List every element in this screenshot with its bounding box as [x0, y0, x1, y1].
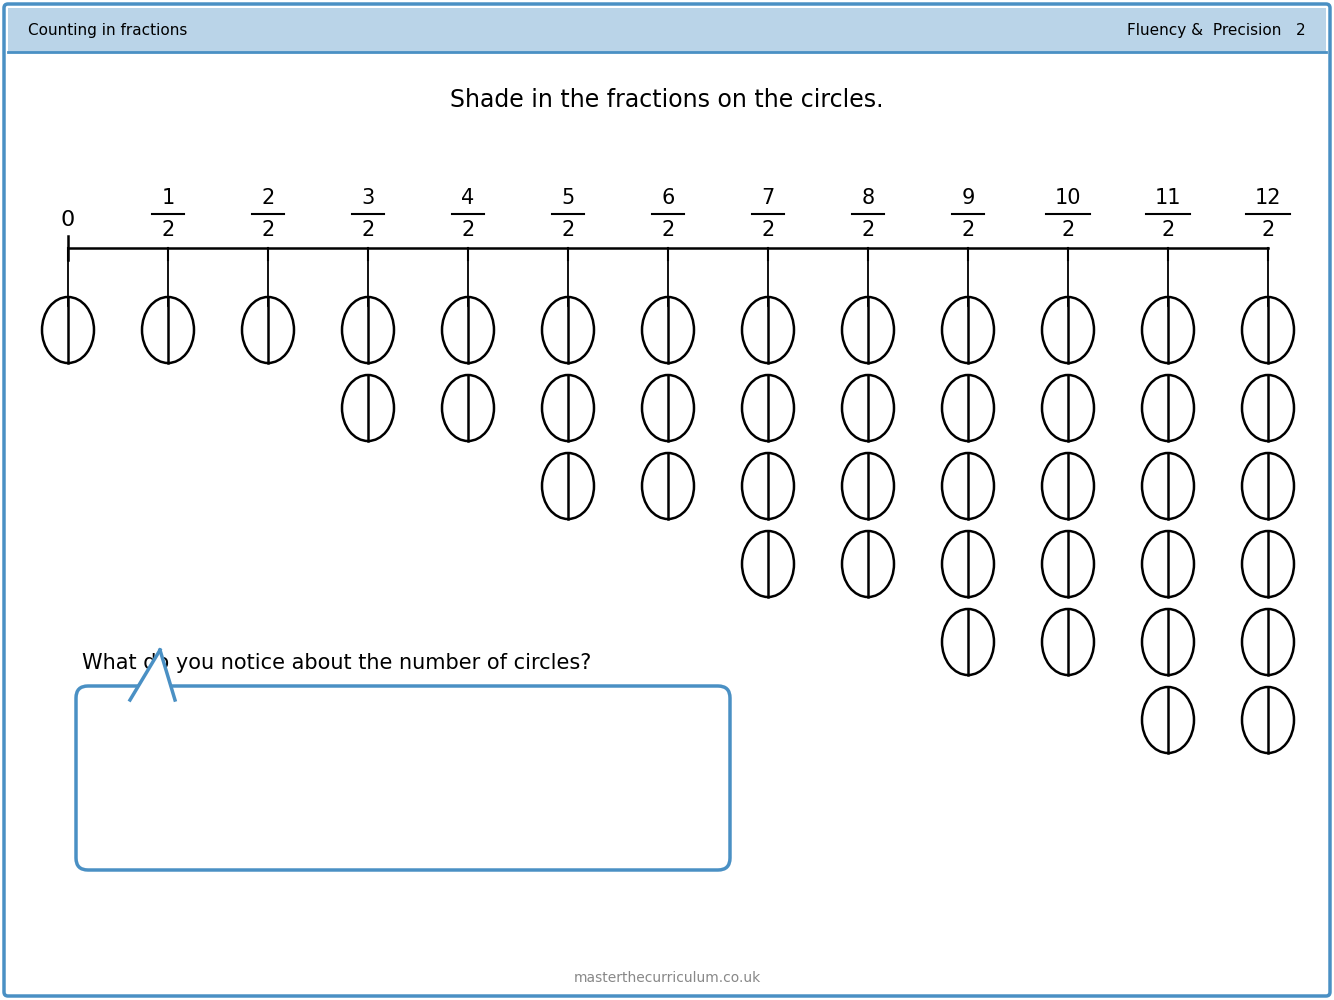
Text: 11: 11 — [1155, 188, 1181, 208]
Text: 6: 6 — [662, 188, 675, 208]
Text: 12: 12 — [1255, 188, 1281, 208]
Text: 9: 9 — [962, 188, 975, 208]
Text: 2: 2 — [1062, 220, 1075, 240]
Text: 2: 2 — [562, 220, 575, 240]
Text: 2: 2 — [862, 220, 875, 240]
Text: 2: 2 — [962, 220, 975, 240]
Text: 2: 2 — [1162, 220, 1175, 240]
Text: 2: 2 — [261, 220, 275, 240]
Polygon shape — [129, 650, 175, 700]
FancyBboxPatch shape — [76, 686, 730, 870]
Text: Counting in fractions: Counting in fractions — [28, 22, 187, 37]
Text: 10: 10 — [1055, 188, 1082, 208]
Text: 4: 4 — [462, 188, 475, 208]
Text: 2: 2 — [662, 220, 675, 240]
Bar — [8, 8, 1326, 52]
Text: 2: 2 — [261, 188, 275, 208]
Text: 5: 5 — [562, 188, 575, 208]
Text: 1: 1 — [161, 188, 175, 208]
Text: 2: 2 — [161, 220, 175, 240]
Text: 8: 8 — [862, 188, 875, 208]
Text: 2: 2 — [762, 220, 775, 240]
Text: What do you notice about the number of circles?: What do you notice about the number of c… — [81, 653, 591, 673]
Text: 2: 2 — [462, 220, 475, 240]
FancyBboxPatch shape — [4, 4, 1330, 996]
Text: 2: 2 — [362, 220, 375, 240]
Text: 7: 7 — [762, 188, 775, 208]
Text: 2: 2 — [1262, 220, 1274, 240]
Text: 3: 3 — [362, 188, 375, 208]
Text: Fluency &  Precision   2: Fluency & Precision 2 — [1127, 22, 1306, 37]
Text: Shade in the fractions on the circles.: Shade in the fractions on the circles. — [451, 88, 883, 112]
Text: 0: 0 — [61, 210, 75, 230]
Text: masterthecurriculum.co.uk: masterthecurriculum.co.uk — [574, 971, 760, 985]
